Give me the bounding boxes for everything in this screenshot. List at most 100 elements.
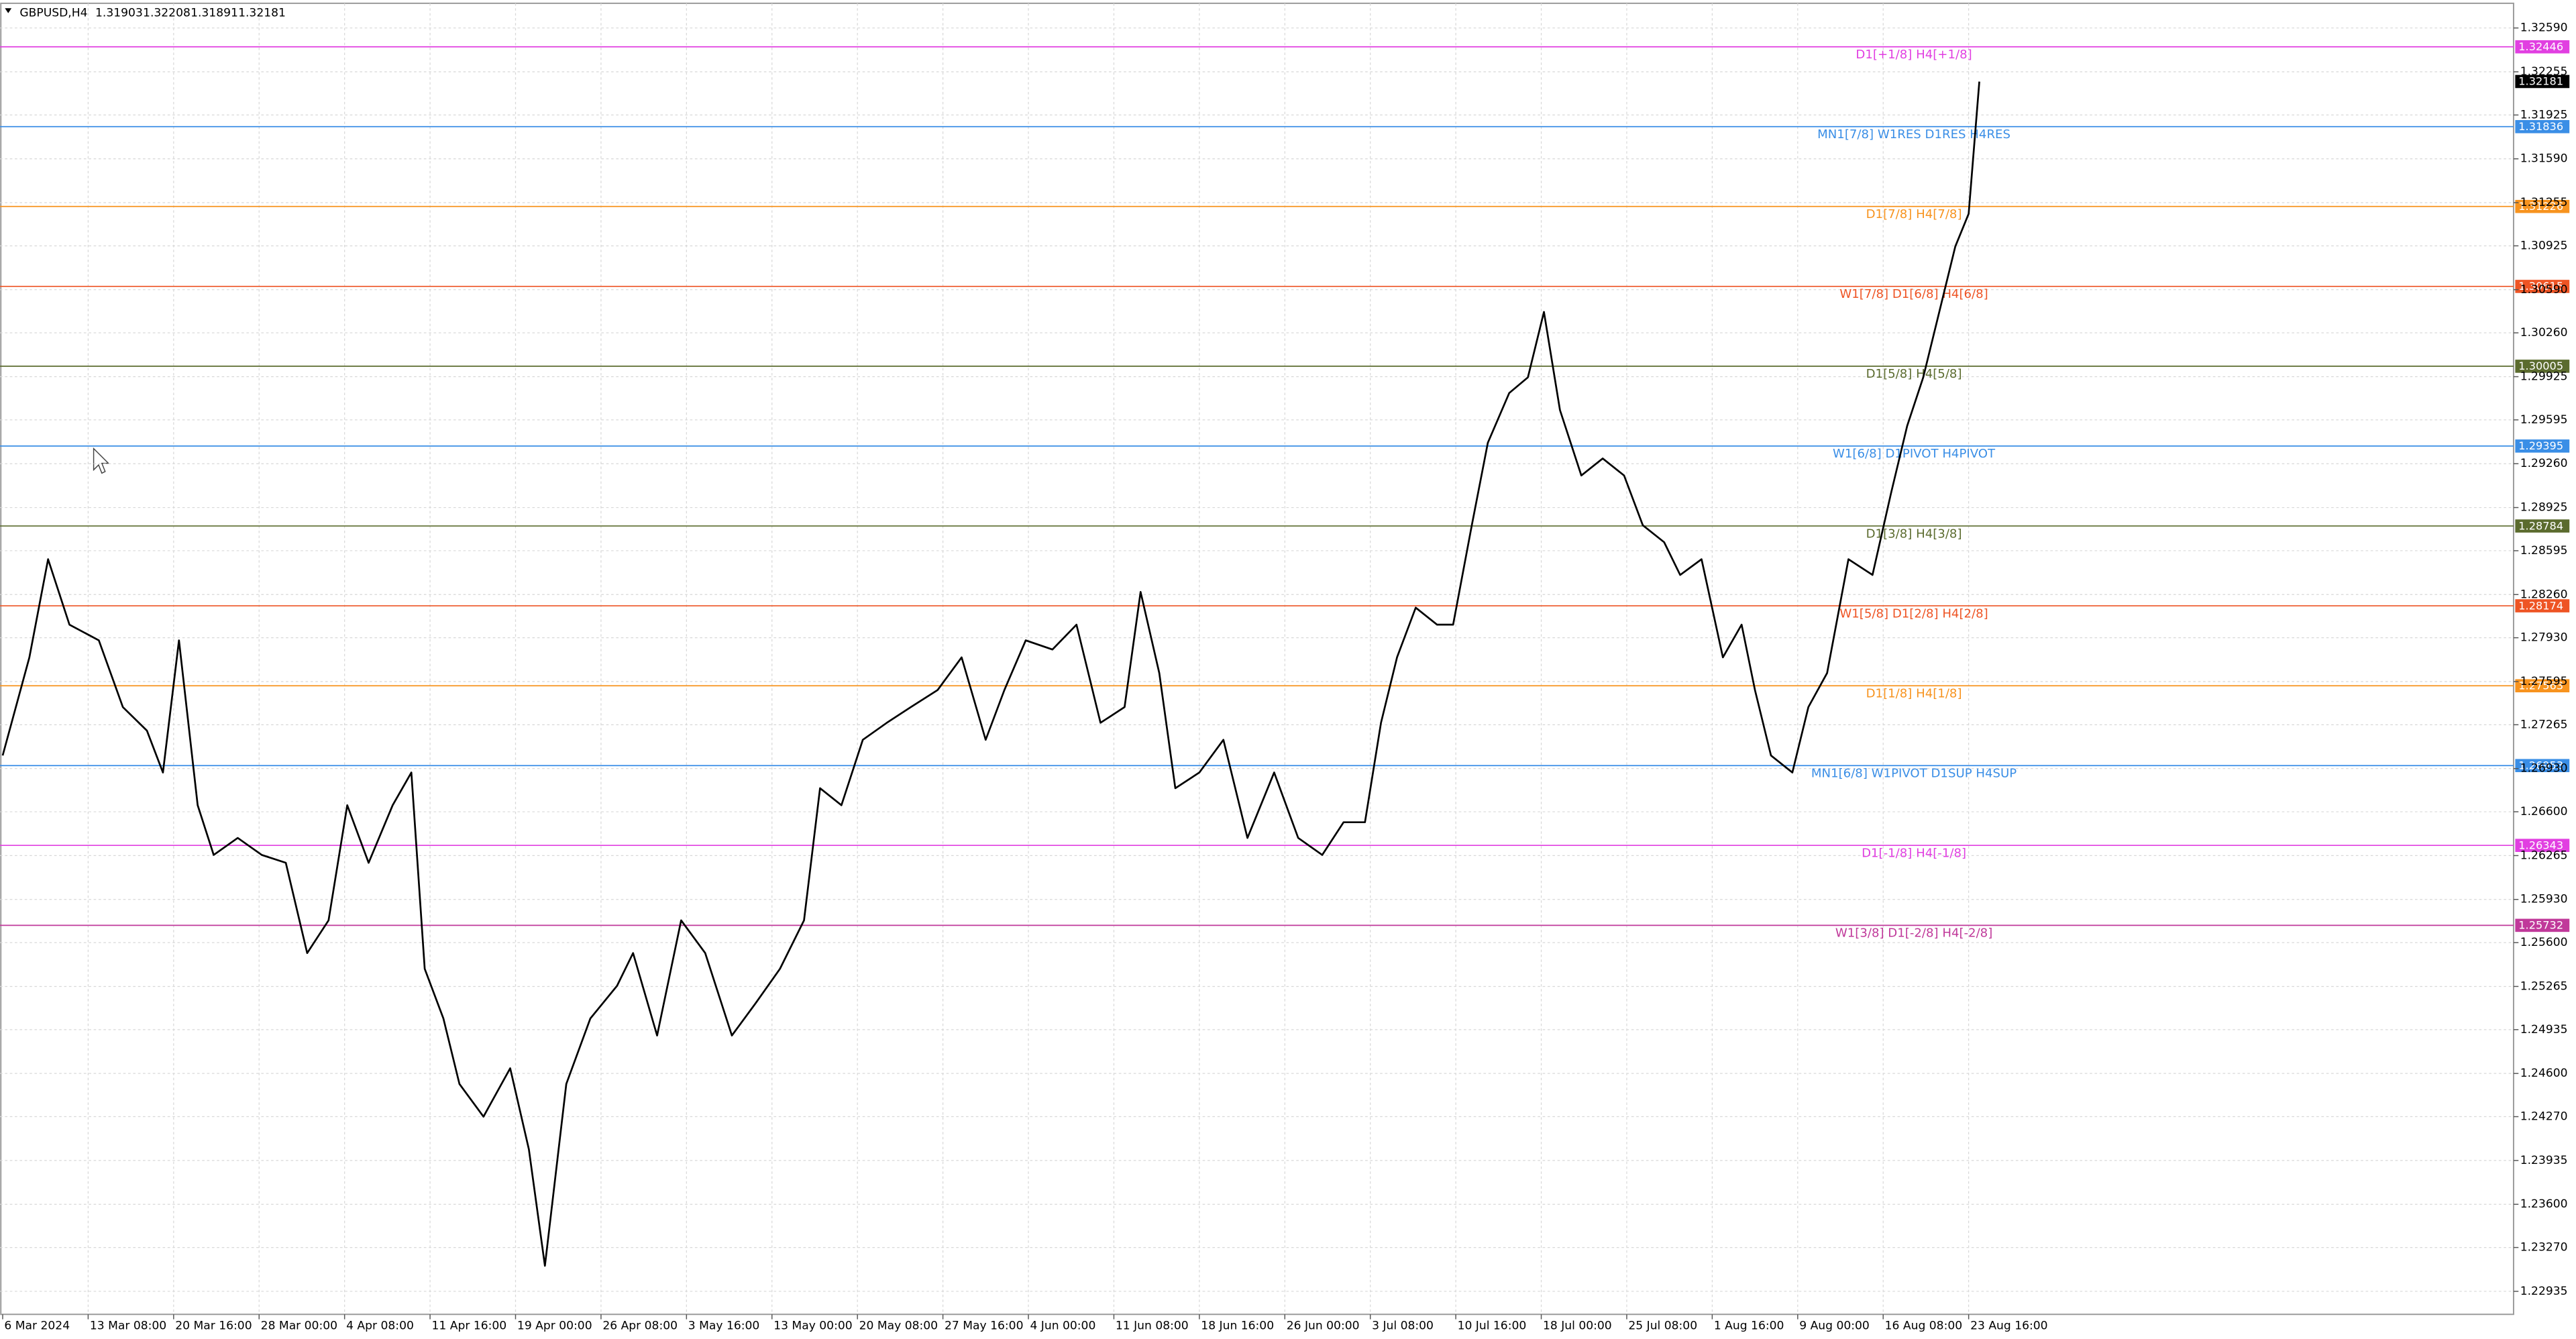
y-tick-label: 1.29925 — [2520, 370, 2568, 384]
price-box-label: 1.31226 — [2518, 200, 2563, 213]
level-label: MN1[7/8] W1RES D1RES H4RES — [1817, 127, 2010, 142]
mouse-cursor — [93, 447, 110, 474]
level-label: W1[7/8] D1[6/8] H4[6/8] — [1839, 287, 1988, 301]
x-tick-label: 27 May 16:00 — [945, 1319, 1023, 1332]
x-tick-label: 10 Jul 16:00 — [1458, 1319, 1527, 1332]
x-tick-label: 23 Aug 16:00 — [1970, 1319, 2047, 1332]
x-tick-label: 28 Mar 00:00 — [261, 1319, 337, 1332]
level-label: W1[6/8] D1PIVOT H4PIVOT — [1833, 447, 1996, 461]
grid — [0, 3, 2514, 1315]
y-tick-label: 1.30260 — [2520, 326, 2568, 339]
level-label: D1[5/8] H4[5/8] — [1866, 367, 1962, 381]
price-box — [2515, 599, 2570, 612]
y-tick-label: 1.25930 — [2520, 893, 2568, 906]
y-tick-label: 1.23600 — [2520, 1197, 2568, 1211]
price-plot — [1, 81, 1980, 1267]
x-tick-label: 20 Mar 16:00 — [175, 1319, 252, 1332]
axes: 1.325901.322551.319251.315901.312551.309… — [2, 21, 2570, 1332]
levels: D1[+1/8] H4[+1/8] 1.32446 MN1[7/8] W1RES D… — [0, 40, 2570, 941]
x-tick-label: 4 Apr 08:00 — [346, 1319, 414, 1332]
level-label: W1[5/8] D1[2/8] H4[2/8] — [1839, 606, 1988, 621]
price-box-label: 1.32446 — [2518, 40, 2563, 53]
price-box — [2515, 360, 2570, 373]
x-tick-label: 11 Jun 08:00 — [1116, 1319, 1189, 1332]
y-tick-label: 1.23270 — [2520, 1241, 2568, 1254]
price-box — [2515, 40, 2570, 54]
x-tick-label: 26 Apr 08:00 — [602, 1319, 678, 1332]
plot-frame — [0, 2, 2514, 1316]
level-label: W1[3/8] D1[-2/8] H4[-2/8] — [1835, 926, 1992, 941]
y-tick-label: 1.26265 — [2520, 849, 2568, 862]
y-tick-label: 1.28925 — [2520, 501, 2568, 515]
symbol: GBPUSD,H4 — [19, 7, 87, 20]
y-tick-label: 1.30925 — [2520, 239, 2568, 252]
y-tick-label: 1.30590 — [2520, 283, 2568, 297]
price-box-label: 1.25732 — [2518, 919, 2563, 932]
price-line — [1, 81, 1980, 1267]
y-tick-label: 1.24270 — [2520, 1110, 2568, 1124]
x-tick-label: 13 May 00:00 — [773, 1319, 852, 1332]
level-label: D1[7/8] H4[7/8] — [1866, 207, 1962, 221]
high-price: 1.32208 — [143, 7, 191, 20]
y-tick-label: 1.31590 — [2520, 152, 2568, 166]
x-tick-label: 1 Aug 16:00 — [1714, 1319, 1784, 1332]
price-box — [2515, 679, 2570, 693]
open-price: 1.31903 — [95, 7, 143, 20]
price-box-label: 1.28784 — [2518, 519, 2563, 532]
price-box — [2515, 439, 2570, 453]
price-box — [2515, 280, 2570, 293]
y-tick-label: 1.31255 — [2520, 196, 2568, 209]
x-tick-label: 9 Aug 00:00 — [1799, 1319, 1870, 1332]
y-tick-label: 1.27265 — [2520, 718, 2568, 731]
x-tick-label: 13 Mar 08:00 — [90, 1319, 166, 1332]
price-box-label: 1.28174 — [2518, 599, 2563, 612]
price-box-label: 1.30615 — [2518, 280, 2563, 292]
price-box-label: 1.26343 — [2518, 839, 2563, 851]
y-tick-label: 1.32590 — [2520, 21, 2568, 35]
price-box — [2515, 119, 2570, 133]
y-tick-label: 1.28595 — [2520, 544, 2568, 557]
price-box — [2515, 759, 2570, 773]
x-tick-label: 4 Jun 00:00 — [1030, 1319, 1095, 1332]
y-tick-label: 1.27595 — [2520, 675, 2568, 688]
price-box — [2515, 918, 2570, 932]
current-price-box — [2515, 74, 2570, 89]
x-tick-label: 11 Apr 16:00 — [432, 1319, 507, 1332]
x-tick-label: 20 May 08:00 — [859, 1319, 938, 1332]
y-tick-label: 1.28260 — [2520, 588, 2568, 601]
x-tick-label: 19 Apr 00:00 — [517, 1319, 592, 1332]
low-price: 1.31891 — [191, 7, 238, 20]
x-tick-label: 3 May 16:00 — [688, 1319, 760, 1332]
x-tick-label: 25 Jul 08:00 — [1628, 1319, 1697, 1332]
price-box — [2515, 519, 2570, 533]
y-tick-label: 1.24600 — [2520, 1067, 2568, 1080]
y-tick-label: 1.22935 — [2520, 1285, 2568, 1298]
level-label: D1[-1/8] H4[-1/8] — [1862, 846, 1966, 860]
y-tick-label: 1.25265 — [2520, 979, 2568, 993]
price-box-label: 1.26953 — [2518, 759, 2563, 771]
y-tick-label: 1.24935 — [2520, 1023, 2568, 1036]
price-box-label: 1.29395 — [2518, 439, 2563, 452]
y-tick-label: 1.31925 — [2520, 108, 2568, 121]
price-box-label: 1.27563 — [2518, 679, 2563, 692]
menu-arrow[interactable] — [5, 8, 12, 13]
y-tick-label: 1.26600 — [2520, 805, 2568, 818]
x-tick-label: 26 Jun 00:00 — [1287, 1319, 1360, 1332]
y-tick-label: 1.29260 — [2520, 457, 2568, 470]
close-price: 1.32181 — [238, 7, 286, 20]
x-tick-label: 16 Aug 08:00 — [1885, 1319, 1962, 1332]
level-label: MN1[6/8] W1PIVOT D1SUP H4SUP — [1811, 766, 2017, 780]
y-tick-label: 1.29595 — [2520, 413, 2568, 427]
level-label: D1[1/8] H4[1/8] — [1866, 686, 1962, 700]
level-label: D1[3/8] H4[3/8] — [1866, 527, 1962, 541]
y-tick-label: 1.25600 — [2520, 936, 2568, 949]
x-tick-label: 18 Jul 00:00 — [1543, 1319, 1612, 1332]
x-tick-label: 18 Jun 16:00 — [1201, 1319, 1274, 1332]
price-box — [2515, 199, 2570, 213]
x-tick-label: 3 Jul 08:00 — [1372, 1319, 1434, 1332]
y-tick-label: 1.27930 — [2520, 631, 2568, 645]
level-label: D1[+1/8] H4[+1/8] — [1856, 48, 1972, 62]
